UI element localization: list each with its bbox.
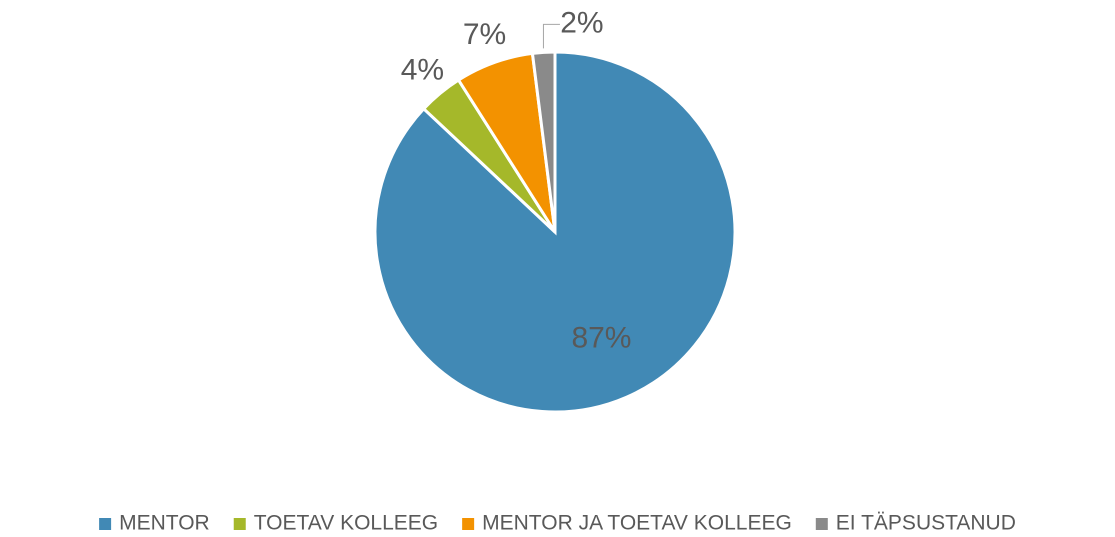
data-label: 2% xyxy=(560,6,603,39)
leader-line xyxy=(542,23,560,49)
legend-label: MENTOR JA TOETAV KOLLEEG xyxy=(482,512,792,535)
data-label: 7% xyxy=(463,18,506,51)
data-label: 87% xyxy=(571,321,631,354)
legend-swatch xyxy=(462,518,475,530)
legend: MENTOR TOETAV KOLLEEG MENTOR JA TOETAV KOL… xyxy=(99,512,1016,535)
legend-label: TOETAV KOLLEEG xyxy=(254,512,438,535)
data-label: 4% xyxy=(401,54,444,87)
legend-swatch xyxy=(233,518,246,530)
legend-label: EI TÄPSUSTANUD xyxy=(836,512,1016,535)
legend-swatch xyxy=(815,518,828,530)
pie-slice xyxy=(530,50,557,233)
legend-swatch xyxy=(99,518,112,530)
legend-label: MENTOR xyxy=(119,512,210,535)
